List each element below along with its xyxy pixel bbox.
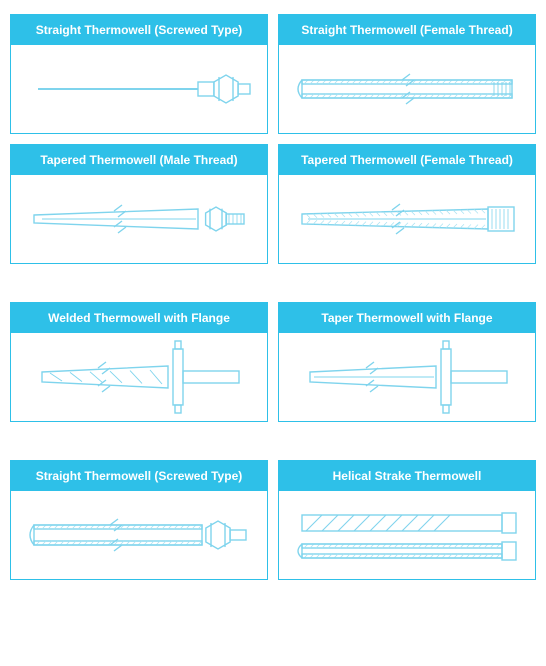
section-gap [10, 274, 536, 292]
card-diagram [279, 333, 535, 421]
card-title: Welded Thermowell with Flange [11, 303, 267, 333]
card-title: Tapered Thermowell (Female Thread) [279, 145, 535, 175]
taper-flange-diagram [288, 339, 526, 415]
thermowell-card: Straight Thermowell (Female Thread) [278, 14, 536, 134]
card-diagram [11, 491, 267, 579]
straight-screwed-diagram [20, 51, 258, 127]
card-title: Tapered Thermowell (Male Thread) [11, 145, 267, 175]
card-diagram [11, 175, 267, 263]
card-title: Straight Thermowell (Screwed Type) [11, 15, 267, 45]
card-title: Straight Thermowell (Female Thread) [279, 15, 535, 45]
thermowell-card: Helical Strake Thermowell [278, 460, 536, 580]
straight-female-diagram [288, 51, 526, 127]
thermowell-grid: Straight Thermowell (Screwed Type) Straig… [10, 14, 536, 580]
helical-strake-diagram [288, 497, 526, 573]
card-diagram [279, 45, 535, 133]
card-title: Helical Strake Thermowell [279, 461, 535, 491]
welded-flange-diagram [20, 339, 258, 415]
thermowell-card: Taper Thermowell with Flange [278, 302, 536, 422]
straight-screwed-open-diagram [20, 497, 258, 573]
thermowell-card: Straight Thermowell (Screwed Type) [10, 460, 268, 580]
thermowell-card: Tapered Thermowell (Male Thread) [10, 144, 268, 264]
card-diagram [11, 333, 267, 421]
tapered-female-diagram [288, 181, 526, 257]
section-gap [10, 432, 536, 450]
thermowell-card: Welded Thermowell with Flange [10, 302, 268, 422]
card-title: Straight Thermowell (Screwed Type) [11, 461, 267, 491]
card-diagram [279, 491, 535, 579]
thermowell-card: Straight Thermowell (Screwed Type) [10, 14, 268, 134]
tapered-male-diagram [20, 181, 258, 257]
thermowell-card: Tapered Thermowell (Female Thread) [278, 144, 536, 264]
card-title: Taper Thermowell with Flange [279, 303, 535, 333]
card-diagram [11, 45, 267, 133]
card-diagram [279, 175, 535, 263]
